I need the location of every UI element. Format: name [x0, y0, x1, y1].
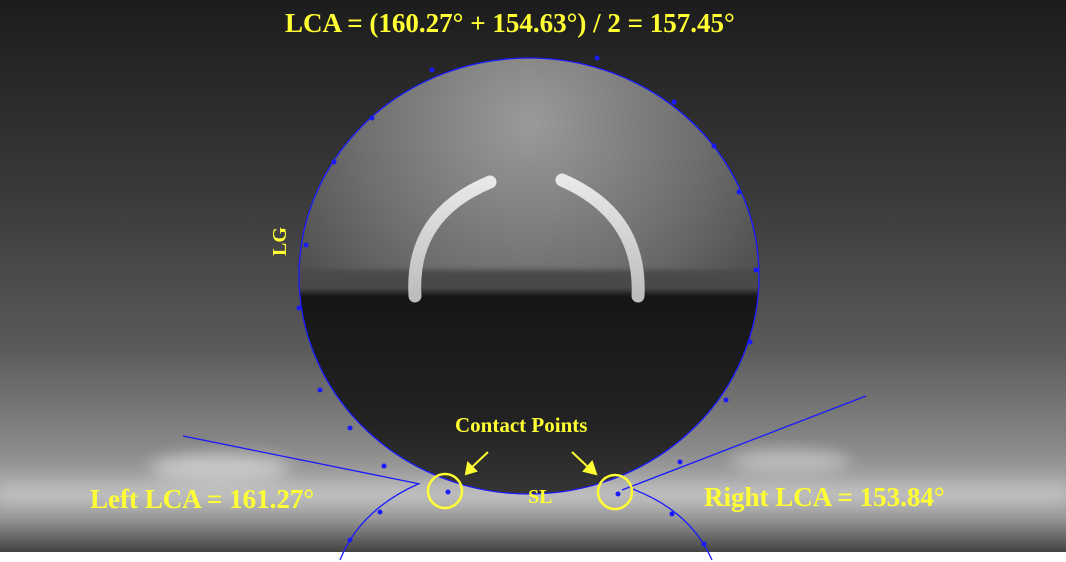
contact-points-label: Contact Points — [455, 413, 588, 437]
left-extended-profile — [339, 483, 419, 561]
left-contact-point-circle — [426, 472, 464, 510]
left-lca-label: Left LCA = 161.27° — [90, 484, 315, 514]
right-lca-label: Right LCA = 153.84° — [704, 482, 945, 512]
droplet-highlight-right — [555, 173, 645, 303]
solid-liquid-label: SL — [528, 486, 553, 508]
right-contact-point-circle — [596, 473, 634, 511]
contact-point-arrows — [464, 451, 598, 476]
droplet-profile-fit — [298, 57, 760, 495]
left-tangent-line — [182, 435, 421, 485]
fit-curves — [182, 57, 867, 561]
droplet-highlight-left — [408, 175, 497, 303]
profile-points — [296, 55, 759, 547]
left-arrow-line — [469, 451, 489, 470]
contact-point-markers — [426, 472, 634, 511]
left-arrow-head — [464, 460, 478, 476]
right-tangent-line — [621, 395, 867, 491]
white-border-bottom — [0, 552, 1066, 562]
right-arrow-head — [582, 460, 598, 476]
right-extended-profile — [629, 487, 713, 561]
average-lca-title: LCA = (160.27° + 154.63°) / 2 = 157.45° — [285, 8, 735, 38]
liquid-gas-label: LG — [269, 227, 291, 256]
